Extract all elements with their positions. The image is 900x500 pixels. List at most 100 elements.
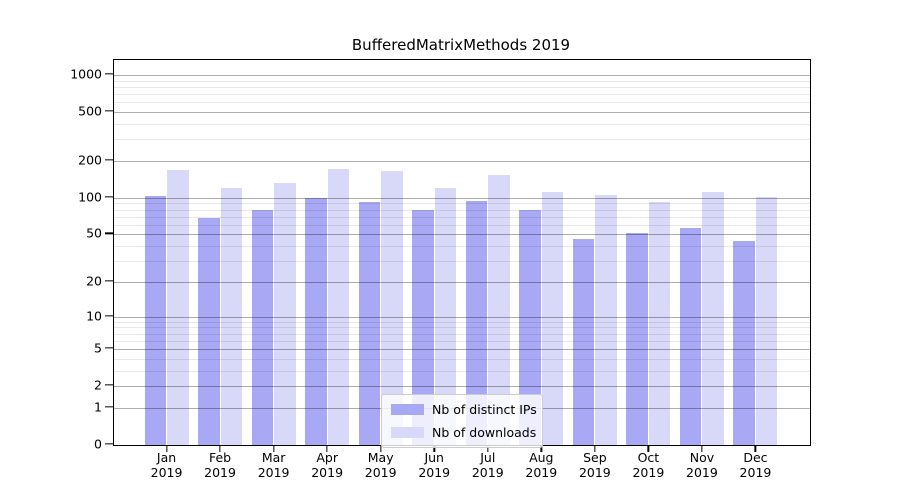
x-tick-label: Sep 2019: [578, 450, 611, 480]
minor-gridline: [114, 333, 810, 335]
minor-gridline: [114, 124, 810, 125]
x-tick-label: Jan 2019: [150, 450, 183, 480]
bar-downloads-sep: [595, 195, 617, 445]
x-tick-mark: [754, 445, 757, 452]
legend-label: Nb of downloads: [432, 425, 537, 440]
bar-distinct-ips-oct: [626, 233, 648, 445]
y-tick-mark: [105, 280, 113, 282]
x-tick-label: Aug 2019: [525, 450, 558, 480]
y-tick-label: 50: [86, 225, 102, 241]
y-tick-mark: [105, 232, 113, 235]
x-tick-label: Oct 2019: [632, 450, 665, 480]
bar-downloads-may: [381, 170, 403, 445]
minor-gridline: [114, 321, 810, 323]
minor-gridline: [114, 261, 810, 263]
x-tick-label: Feb 2019: [204, 450, 236, 480]
x-tick-mark: [165, 445, 168, 452]
x-axis-ticks: [113, 445, 809, 454]
plot-area: Nb of distinct IPs Nb of downloads: [113, 59, 811, 448]
bar-distinct-ips-sep: [572, 238, 595, 445]
bar-distinct-ips-apr: [305, 197, 327, 445]
x-tick-label: Jun 2019: [418, 450, 451, 480]
x-tick-mark: [487, 445, 489, 452]
bar-downloads-jul: [488, 174, 510, 445]
x-tick-mark: [219, 445, 221, 452]
major-gridline: [114, 197, 810, 199]
y-tick-mark: [105, 110, 113, 112]
legend-row: Nb of distinct IPs: [391, 402, 537, 417]
y-tick-mark: [105, 314, 113, 317]
major-gridline: [114, 386, 810, 388]
minor-gridline: [114, 80, 810, 82]
minor-gridline: [114, 209, 810, 211]
y-tick-label: 500: [78, 103, 102, 119]
bar-distinct-ips-nov: [679, 228, 702, 445]
bar-distinct-ips-aug: [519, 209, 541, 445]
y-tick-label: 5: [94, 340, 102, 356]
y-tick-mark: [105, 159, 113, 161]
major-gridline: [114, 160, 810, 162]
x-axis-labels: Jan 2019 Feb 2019 Mar 2019 Apr 2019 May 2019 Jun 20…: [113, 446, 809, 492]
x-tick-mark: [272, 445, 275, 452]
minor-gridline: [114, 224, 810, 226]
bar-distinct-ips-may: [358, 202, 381, 445]
y-tick-label: 200: [78, 152, 102, 168]
x-tick-mark: [647, 445, 650, 452]
x-tick-mark: [326, 445, 328, 452]
minor-gridline: [114, 139, 810, 141]
bar-downloads-aug: [541, 191, 564, 445]
y-tick-mark: [105, 73, 113, 75]
major-gridline: [114, 112, 810, 114]
bar-distinct-ips-dec: [733, 241, 755, 445]
y-tick-mark: [105, 443, 113, 445]
y-tick-mark: [105, 196, 113, 198]
legend: Nb of distinct IPs Nb of downloads: [381, 394, 543, 448]
x-tick-label: Jul 2019: [471, 450, 504, 480]
legend-label: Nb of distinct IPs: [432, 402, 537, 417]
bar-downloads-nov: [702, 192, 724, 445]
major-gridline: [114, 75, 810, 77]
bar-downloads-dec: [755, 196, 778, 445]
y-tick-label: 1000: [70, 66, 102, 82]
y-axis-ticks: [105, 59, 113, 445]
minor-gridline: [114, 216, 810, 218]
bar-downloads-apr: [327, 169, 350, 445]
bar-distinct-ips-jun: [412, 210, 434, 445]
legend-swatch: [391, 427, 424, 438]
legend-row: Nb of downloads: [391, 425, 537, 440]
y-tick-label: 20: [86, 273, 102, 289]
legend-swatch: [391, 404, 424, 415]
y-tick-label: 2: [94, 377, 102, 393]
bar-distinct-ips-feb: [198, 218, 220, 445]
y-axis-labels: 0 1 2 5 10 20 50 100 200 500 1000: [0, 59, 102, 452]
major-gridline: [114, 281, 810, 283]
x-tick-mark: [701, 445, 703, 452]
y-tick-mark: [105, 384, 113, 386]
major-gridline: [114, 234, 810, 236]
x-tick-mark: [594, 445, 596, 452]
y-tick-label: 10: [86, 308, 102, 324]
bar-distinct-ips-mar: [251, 209, 274, 445]
bar-distinct-ips-jan: [144, 195, 167, 445]
bar-distinct-ips-jul: [465, 200, 488, 445]
chart-title: BufferedMatrixMethods 2019: [351, 36, 571, 54]
x-tick-mark: [540, 445, 542, 452]
bar-downloads-oct: [648, 201, 671, 445]
x-tick-mark: [380, 445, 382, 452]
x-tick-mark: [433, 445, 435, 452]
y-tick-label: 1: [94, 399, 102, 415]
minor-gridline: [114, 86, 810, 88]
y-tick-mark: [105, 347, 113, 349]
major-gridline: [114, 316, 810, 318]
minor-gridline: [114, 370, 810, 372]
y-tick-label: 100: [78, 189, 102, 205]
y-tick-label: 0: [94, 436, 102, 452]
minor-gridline: [114, 327, 810, 329]
x-tick-label: Dec 2019: [739, 450, 772, 480]
minor-gridline: [114, 358, 810, 360]
bar-downloads-jan: [167, 169, 189, 445]
minor-gridline: [114, 94, 810, 96]
minor-gridline: [114, 340, 810, 342]
major-gridline: [114, 349, 810, 351]
